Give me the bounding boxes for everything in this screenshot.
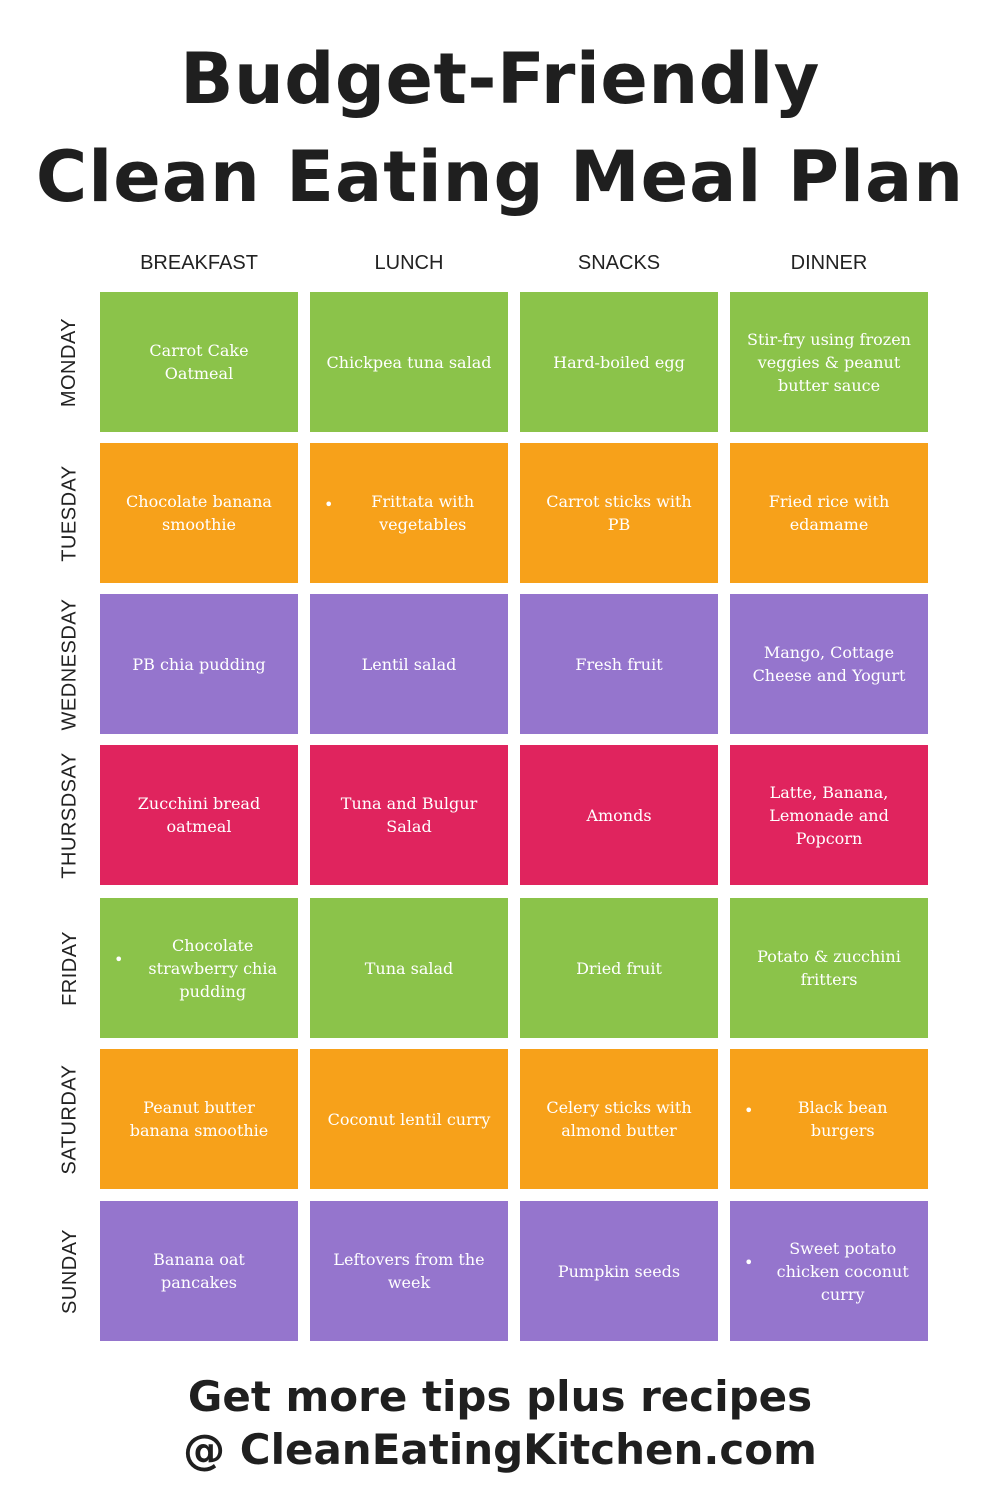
meal-text: Chickpea tuna salad [326,352,492,372]
meal-cell-thursdsay-lunch: Tuna and Bulgur Salad [310,745,508,885]
footer-website: @ CleanEatingKitchen.com [183,1425,817,1474]
column-header-breakfast: BREAKFAST [140,252,258,274]
meal-cell-monday-breakfast: Carrot Cake Oatmeal [100,292,298,432]
meal-text: Banana oat pancakes [153,1250,245,1292]
day-label-wednesday: WEDNESDAY [40,594,100,734]
meal-cell-wednesday-breakfast: PB chia pudding [100,594,298,734]
page-title-line-1: Budget-Friendly [180,38,820,120]
day-label-friday: FRIDAY [40,898,100,1038]
page-title-line-2: Clean Eating Meal Plan [35,136,965,218]
meal-text: Hard-boiled egg [553,352,685,372]
day-label-sunday: SUNDAY [40,1201,100,1341]
meal-cell-saturday-snacks: Celery sticks with almond butter [520,1049,718,1189]
meal-text: Zucchini bread oatmeal [137,794,261,836]
day-label-text: SATURDAY [58,1064,81,1174]
meal-text: Fresh fruit [575,654,663,674]
meal-text: Carrot sticks with PB [546,492,692,534]
footer-tagline: Get more tips plus recipes [187,1372,813,1421]
meal-text: Tuna and Bulgur Salad [340,794,478,836]
meal-text: Pumpkin seeds [557,1261,681,1281]
meal-text: Dried fruit [576,958,662,978]
meal-text: Potato & zucchini fritters [757,947,901,989]
meal-text: Carrot Cake Oatmeal [149,341,249,383]
meal-text: Leftovers from the week [333,1250,485,1292]
column-header-dinner: DINNER [790,252,868,274]
day-label-text: MONDAY [58,317,81,407]
day-label-monday: MONDAY [40,292,100,432]
meal-text: Celery sticks with almond butter [546,1098,692,1140]
meal-cell-saturday-lunch: Coconut lentil curry [310,1049,508,1189]
meal-cell-friday-snacks: Dried fruit [520,898,718,1038]
meal-text: Fried rice with edamame [768,492,890,534]
meal-cell-sunday-snacks: Pumpkin seeds [520,1201,718,1341]
meal-text: Frittata with vegetables [371,492,475,534]
day-label-thursdsay: THURSDSAY [40,745,100,885]
meal-text: Chocolate banana smoothie [126,492,272,534]
meal-cell-saturday-dinner: • Black bean burgers [730,1049,928,1189]
day-label-tuesday: TUESDAY [40,443,100,583]
day-label-text: SUNDAY [58,1228,81,1314]
meal-text: Latte, Banana, Lemonade and Popcorn [769,782,889,848]
day-label-text: FRIDAY [58,930,81,1006]
meal-cell-sunday-dinner: • Sweet potato chicken coconut curry [730,1201,928,1341]
meal-text: Black bean burgers [797,1098,888,1140]
meal-text: Lentil salad [361,654,457,674]
day-label-text: TUESDAY [58,464,81,562]
meal-cell-sunday-lunch: Leftovers from the week [310,1201,508,1341]
meal-text: Chocolate strawberry chia pudding [148,935,277,1001]
meal-text: Coconut lentil curry [327,1109,491,1129]
day-label-saturday: SATURDAY [40,1049,100,1189]
meal-cell-monday-lunch: Chickpea tuna salad [310,292,508,432]
meal-cell-wednesday-lunch: Lentil salad [310,594,508,734]
day-label-text: THURSDSAY [58,751,81,879]
meal-text: Sweet potato chicken coconut curry [776,1238,909,1304]
meal-cell-friday-lunch: Tuna salad [310,898,508,1038]
meal-text: Peanut butter banana smoothie [129,1098,269,1140]
meal-cell-tuesday-snacks: Carrot sticks with PB [520,443,718,583]
meal-cell-sunday-breakfast: Banana oat pancakes [100,1201,298,1341]
meal-cell-thursdsay-breakfast: Zucchini bread oatmeal [100,745,298,885]
meal-cell-tuesday-lunch: • Frittata with vegetables [310,443,508,583]
meal-cell-friday-breakfast: • Chocolate strawberry chia pudding [100,898,298,1038]
day-label-text: WEDNESDAY [58,598,81,730]
bullet-icon: • [744,1253,754,1272]
meal-cell-thursdsay-dinner: Latte, Banana, Lemonade and Popcorn [730,745,928,885]
meal-text: PB chia pudding [132,654,266,674]
meal-cell-friday-dinner: Potato & zucchini fritters [730,898,928,1038]
meal-cell-wednesday-snacks: Fresh fruit [520,594,718,734]
bullet-icon: • [114,950,124,969]
column-header-snacks: SNACKS [577,252,661,274]
meal-text: Stir-fry using frozen veggies & peanut b… [747,329,911,395]
meal-cell-monday-snacks: Hard-boiled egg [520,292,718,432]
meal-cell-tuesday-dinner: Fried rice with edamame [730,443,928,583]
column-header-lunch: LUNCH [374,252,444,274]
meal-cell-monday-dinner: Stir-fry using frozen veggies & peanut b… [730,292,928,432]
meal-cell-tuesday-breakfast: Chocolate banana smoothie [100,443,298,583]
meal-cell-wednesday-dinner: Mango, Cottage Cheese and Yogurt [730,594,928,734]
bullet-icon: • [744,1101,754,1120]
meal-cell-thursdsay-snacks: Amonds [520,745,718,885]
meal-text: Amonds [586,805,652,825]
meal-text: Tuna salad [364,958,454,978]
meal-text: Mango, Cottage Cheese and Yogurt [752,643,906,685]
bullet-icon: • [324,495,334,514]
meal-cell-saturday-breakfast: Peanut butter banana smoothie [100,1049,298,1189]
